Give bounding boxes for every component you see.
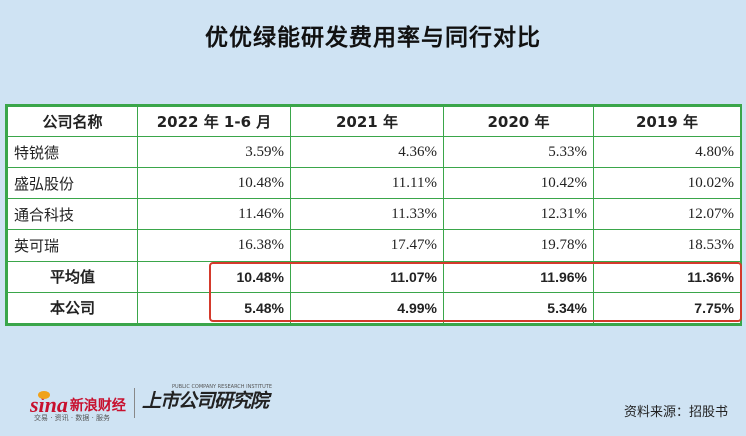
value-cell: 16.38% [137,229,291,262]
value-cell: 12.07% [593,198,741,231]
value-cell: 5.48% [137,291,291,325]
value-cell: 11.07% [290,260,444,293]
value-cell: 18.53% [593,229,741,262]
page-title: 优优绿能研发费用率与同行对比 [205,25,541,51]
value-cell: 11.11% [290,167,444,200]
value-cell: 5.33% [443,135,594,169]
value-cell: 7.75% [593,291,741,325]
table-header-row: 公司名称 2022 年 1-6 月 2021 年 2020 年 2019 年 [7,106,741,137]
research-institute-logo: PUBLIC COMPANY RESEARCH INSTITUTE 上市公司研究… [142,384,272,413]
company-name: 特锐德 [7,135,138,169]
company-name: 通合科技 [7,198,138,231]
value-cell: 10.02% [593,167,741,200]
value-cell: 4.80% [593,135,741,169]
table-row: 通合科技 11.46% 11.33% 12.31% 12.07% [7,198,741,231]
table-row: 特锐德 3.59% 4.36% 5.33% 4.80% [7,135,741,169]
value-cell: 10.48% [137,167,291,200]
sina-eye-icon [38,391,50,399]
source-note: 资料来源：招股书 [623,405,728,420]
value-cell: 12.31% [443,198,594,231]
logo-divider [134,388,135,418]
value-cell: 10.48% [137,260,291,293]
header-2019: 2019 年 [593,106,741,137]
value-cell: 11.96% [443,260,594,293]
company-name: 英可瑞 [7,229,138,262]
average-row: 平均值 10.48% 11.07% 11.96% 11.36% [7,260,741,293]
sina-finance-label: 新浪财经 [69,398,126,414]
sina-finance-logo: sina 新浪财经 交易 · 资讯 · 数据 · 服务 [30,385,126,425]
header-2021: 2021 年 [290,106,444,137]
value-cell: 17.47% [290,229,444,262]
research-institute-cn: 上市公司研究院 [142,390,269,412]
comparison-table: 公司名称 2022 年 1-6 月 2021 年 2020 年 2019 年 特… [5,104,742,326]
our-company-row: 本公司 5.48% 4.99% 5.34% 7.75% [7,291,741,325]
value-cell: 19.78% [443,229,594,262]
row-label: 本公司 [7,291,138,325]
value-cell: 4.36% [290,135,444,169]
research-institute-en: PUBLIC COMPANY RESEARCH INSTITUTE [172,384,272,390]
sina-tagline: 交易 · 资讯 · 数据 · 服务 [34,414,111,422]
header-2020: 2020 年 [443,106,594,137]
value-cell: 11.33% [290,198,444,231]
table-row: 盛弘股份 10.48% 11.11% 10.42% 10.02% [7,167,741,200]
value-cell: 5.34% [443,291,594,325]
value-cell: 11.36% [593,260,741,293]
table-row: 英可瑞 16.38% 17.47% 19.78% 18.53% [7,229,741,262]
company-name: 盛弘股份 [7,167,138,200]
header-2022h1: 2022 年 1-6 月 [137,106,291,137]
value-cell: 3.59% [137,135,291,169]
value-cell: 10.42% [443,167,594,200]
row-label: 平均值 [7,260,138,293]
header-company: 公司名称 [7,106,138,137]
value-cell: 4.99% [290,291,444,325]
value-cell: 11.46% [137,198,291,231]
